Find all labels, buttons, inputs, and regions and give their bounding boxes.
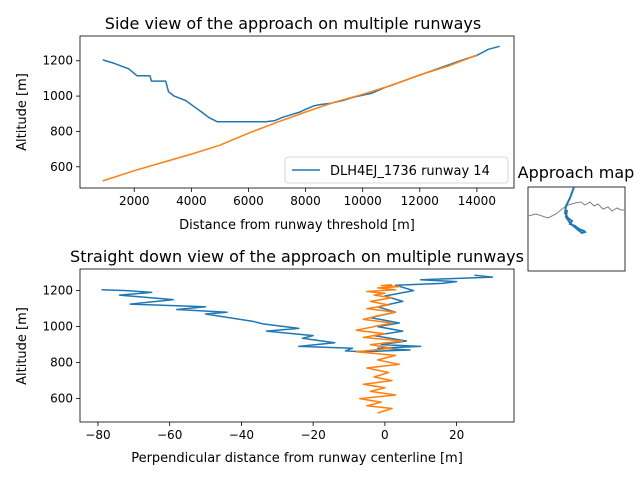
side-view-title: Side view of the approach on multiple ru…: [105, 14, 481, 33]
map-border-line: [527, 201, 625, 219]
side-view-legend: DLH4EJ_1736 runway 14: [284, 156, 509, 184]
top-down-y-tick-label: 800: [50, 356, 73, 370]
legend-entry-label: DLH4EJ_1736 runway 14: [330, 164, 490, 179]
side-view-x-tick-label: 14000: [458, 194, 496, 208]
top-down-title: Straight down view of the approach on mu…: [70, 247, 524, 266]
top-down-x-tick-label: −40: [229, 428, 254, 442]
top-down-y-label: Altitude [m]: [15, 307, 30, 385]
side-view-x-tick-label: 6000: [233, 194, 264, 208]
top-down-x-tick-label: 20: [449, 428, 464, 442]
top-down-y-tick-label: 600: [50, 392, 73, 406]
side-view-axes-frame: [79, 35, 515, 189]
top-down-x-tick-label: −80: [85, 428, 110, 442]
side-view-x-tick-label: 2000: [119, 194, 150, 208]
top-down-y-ticks: 600 800 1000 1200: [42, 284, 80, 406]
top-down-x-tick-label: −60: [157, 428, 182, 442]
approach-map-title: Approach map: [518, 163, 635, 182]
side-view-y-tick-label: 1200: [42, 54, 73, 68]
side-view-series-line-orange: [102, 54, 478, 182]
side-view-y-ticks: 600 800 1000 1200: [42, 54, 80, 174]
top-down-x-label: Perpendicular distance from runway cente…: [131, 451, 463, 466]
side-view-x-tick-label: 12000: [401, 194, 439, 208]
top-down-x-ticks: −80 −60 −40 −20 0 20: [85, 422, 464, 442]
side-view-y-label: Altitude [m]: [15, 73, 30, 151]
side-view-series: [102, 45, 500, 182]
top-down-x-tick-label: −20: [300, 428, 325, 442]
side-view-x-tick-label: 10000: [344, 194, 382, 208]
side-view-y-tick-label: 600: [50, 160, 73, 174]
top-down-axes-frame: [79, 268, 515, 423]
side-view-x-tick-label: 8000: [290, 194, 321, 208]
map-approach-track: [563, 186, 587, 235]
top-down-series-line-orange: [355, 284, 404, 414]
side-view-x-ticks: 2000 4000 6000 8000 10000 12000 14000: [119, 188, 496, 208]
side-view-x-tick-label: 4000: [176, 194, 207, 208]
top-down-y-tick-label: 1000: [42, 320, 73, 334]
top-down-y-tick-label: 1200: [42, 284, 73, 298]
side-view-y-tick-label: 800: [50, 124, 73, 138]
side-view-x-label: Distance from runway threshold [m]: [179, 218, 415, 233]
side-view-y-tick-label: 1000: [42, 89, 73, 103]
approach-map: Approach map: [518, 163, 635, 272]
top-down-series: [101, 274, 494, 414]
top-down-chart: Straight down view of the approach on mu…: [15, 247, 524, 466]
top-down-x-tick-label: 0: [381, 428, 389, 442]
side-view-chart: Side view of the approach on multiple ru…: [15, 14, 515, 233]
legend-box: [284, 156, 509, 184]
